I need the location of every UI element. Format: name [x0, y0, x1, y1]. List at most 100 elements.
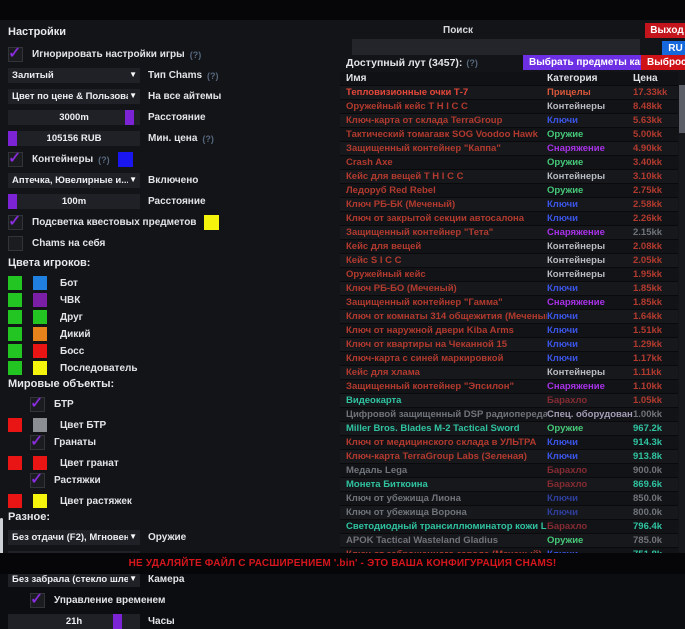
color-swatch-secondary[interactable] — [33, 418, 47, 432]
table-row[interactable]: Ключ РБ-БО (Меченый) Ключи 1.85kk — [340, 281, 678, 295]
table-row[interactable]: Защищенный контейнер "Гамма" Снаряжение 1.… — [340, 295, 678, 309]
table-row[interactable]: Защищенный контейнер "Каппа" Снаряжение 4.… — [340, 141, 678, 155]
slider-часы[interactable]: 21h — [8, 614, 140, 629]
dropdown-оружие[interactable]: Без отдачи (F2), Мгновенное п▼ — [8, 530, 140, 545]
color-swatch-secondary[interactable] — [33, 276, 47, 290]
table-scrollbar-thumb[interactable] — [679, 85, 685, 133]
table-row[interactable]: Ключ РБ-БК (Меченый) Ключи 2.58kk — [340, 197, 678, 211]
color-swatch-primary[interactable] — [8, 494, 22, 508]
slider-handle[interactable] — [8, 194, 17, 209]
table-row[interactable]: Монета Биткоина Барахло 869.6k — [340, 477, 678, 491]
search-input[interactable] — [352, 39, 640, 55]
setting-label: На все айтемы — [148, 91, 222, 102]
color-swatch-secondary[interactable] — [33, 494, 47, 508]
left-scrollbar-thumb[interactable] — [0, 518, 3, 554]
select-kappa-items-button[interactable]: Выбрать предметы каппа — [523, 55, 664, 70]
table-row[interactable]: Ключ от убежища Ворона Ключи 800.0k — [340, 505, 678, 519]
color-swatch-secondary[interactable] — [33, 361, 47, 375]
help-icon[interactable]: (?) — [98, 154, 110, 165]
table-row[interactable]: Кейс для хлама Контейнеры 1.11kk — [340, 365, 678, 379]
color-swatch-secondary[interactable] — [33, 456, 47, 470]
item-name: Ключ от заброшенного завода (Меченый) — [340, 549, 547, 553]
table-row[interactable]: Светодиодный трансиллюминатор кожи LEDX Б… — [340, 519, 678, 533]
color-swatch-secondary[interactable] — [33, 327, 47, 341]
dropdown-камера[interactable]: Без забрала (стекло шлема)▼ — [8, 572, 140, 587]
table-row[interactable]: Защищенный контейнер "Эпсилон" Снаряжение… — [340, 379, 678, 393]
table-row[interactable]: Медаль Lega Барахло 900.0k — [340, 463, 678, 477]
item-category: Контейнеры — [547, 255, 606, 266]
table-row[interactable]: Оружейный кейс T H I C C Контейнеры 8.48kk — [340, 99, 678, 113]
slider-handle[interactable] — [113, 614, 122, 629]
checkbox-chams-на-себя[interactable] — [8, 236, 23, 251]
table-row[interactable]: Ключ от убежища Лиона Ключи 850.0k — [340, 491, 678, 505]
setting-row-часы: 21h Часы — [8, 614, 334, 629]
table-row[interactable]: Кейс S I C C Контейнеры 2.05kk — [340, 253, 678, 267]
checkbox-контейнеры[interactable]: ✓ — [8, 150, 23, 167]
color-swatch-primary[interactable] — [8, 361, 22, 375]
drop-all-button[interactable]: Выбросить все — [641, 55, 685, 70]
table-row[interactable]: Ключ от медицинского склада в УЛЬТРА Ключ… — [340, 435, 678, 449]
table-row[interactable]: Тепловизионные очки Т-7 Прицелы 17.33kk — [340, 85, 678, 99]
table-row[interactable]: Оружейный кейс Контейнеры 1.95kk — [340, 267, 678, 281]
color-swatch-primary[interactable] — [8, 456, 22, 470]
table-row[interactable]: Защищенный контейнер "Тета" Снаряжение 2.1… — [340, 225, 678, 239]
checkbox-гранаты[interactable]: ✓ — [30, 433, 45, 450]
table-row[interactable]: Ключ от заброшенного завода (Меченый)Клю… — [340, 547, 678, 553]
table-row[interactable]: Ключ от наружной двери Kiba Arms Ключи 1.5… — [340, 323, 678, 337]
item-name: Защищенный контейнер "Гамма" — [346, 297, 503, 308]
table-row[interactable]: Ключ-карта от склада TerraGroup Ключи 5.63… — [340, 113, 678, 127]
help-icon[interactable]: (?) — [189, 49, 202, 60]
color-swatch-secondary[interactable] — [33, 344, 47, 358]
table-row[interactable]: Ключ-карта с синей маркировкой Ключи 1.17k… — [340, 351, 678, 365]
table-row[interactable]: Ключ от квартиры на Чеканной 15 Ключи 1.29… — [340, 337, 678, 351]
setting-label: Цвет растяжек — [60, 495, 132, 507]
table-row[interactable]: Ледоруб Red Rebel Оружие 2.75kk — [340, 183, 678, 197]
column-header-category[interactable]: Категория — [547, 73, 598, 84]
dropdown-включено[interactable]: Аптечка, Ювелирные и... ▼ — [8, 173, 140, 188]
help-icon[interactable]: (?) — [207, 70, 219, 81]
slider-расстояние[interactable]: 3000m — [8, 110, 140, 125]
table-row[interactable]: Crash Axe Оружие 3.40kk — [340, 155, 678, 169]
table-scrollbar[interactable] — [679, 85, 685, 553]
checkbox-управление-временем[interactable]: ✓ — [30, 591, 45, 608]
column-header-name[interactable]: Имя — [346, 73, 367, 84]
setting-label: Цвет БТР — [60, 419, 107, 431]
dropdown-на-все-айтемы[interactable]: Цвет по цене & Пользователь▼ — [8, 89, 140, 104]
color-swatch-primary[interactable] — [8, 276, 22, 290]
dropdown-тип-chams[interactable]: Залитый ▼ — [8, 68, 140, 83]
table-row[interactable]: Ключ от закрытой секции автосалона Ключи 2… — [340, 211, 678, 225]
table-row[interactable]: Цифровой защищенный DSP радиопередатчик С… — [340, 407, 678, 421]
help-icon[interactable]: (?) — [466, 58, 478, 68]
color-swatch[interactable] — [204, 215, 220, 230]
slider-мин-цена[interactable]: 105156 RUB — [8, 131, 140, 146]
help-icon[interactable]: (?) — [202, 133, 214, 144]
column-header-price[interactable]: Цена — [633, 73, 658, 84]
color-swatch-primary[interactable] — [8, 344, 22, 358]
color-swatch-primary[interactable] — [8, 310, 22, 324]
table-row[interactable]: Кейс для вещей Контейнеры 2.08kk — [340, 239, 678, 253]
slider-расстояние[interactable]: 100m — [8, 194, 140, 209]
table-row[interactable]: Miller Bros. Blades M-2 Tactical Sword Ор… — [340, 421, 678, 435]
color-swatch-primary[interactable] — [8, 327, 22, 341]
color-swatch[interactable] — [117, 152, 133, 167]
color-swatch-secondary[interactable] — [33, 293, 47, 307]
item-name: Кейс для вещей — [346, 241, 422, 252]
checkbox-бтр[interactable]: ✓ — [30, 395, 45, 412]
table-row[interactable]: Видеокарта Барахло 1.05kk — [340, 393, 678, 407]
checkbox-игнорировать-настройки-игры[interactable]: ✓ — [8, 45, 23, 62]
slider-handle[interactable] — [125, 110, 134, 125]
color-swatch-primary[interactable] — [8, 293, 22, 307]
language-button[interactable]: RU — [662, 41, 685, 56]
checkbox-растяжки[interactable]: ✓ — [30, 471, 45, 488]
slider-handle[interactable] — [8, 131, 17, 146]
table-row[interactable]: Ключ-карта TerraGroup Labs (Зеленая) Ключ… — [340, 449, 678, 463]
table-row[interactable]: APOK Tactical Wasteland Gladius Оружие 785… — [340, 533, 678, 547]
color-swatch-primary[interactable] — [8, 418, 22, 432]
table-row[interactable]: Кейс для вещей T H I C C Контейнеры 3.10kk — [340, 169, 678, 183]
color-swatch-secondary[interactable] — [33, 310, 47, 324]
table-row[interactable]: Тактический томагавк SOG Voodoo Hawk Оруж… — [340, 127, 678, 141]
checkbox-подсветка-квестовых-предметов[interactable]: ✓ — [8, 213, 23, 230]
exit-button[interactable]: Выход — [645, 23, 685, 38]
item-price: 4.90kk — [633, 143, 663, 154]
table-row[interactable]: Ключ от комнаты 314 общежития (Меченый) К… — [340, 309, 678, 323]
